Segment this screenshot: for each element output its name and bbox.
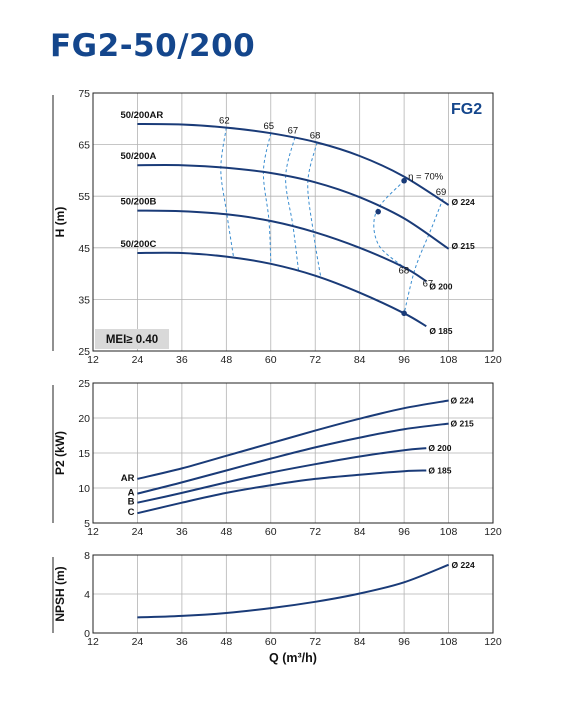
x-tick-label: 60 (265, 354, 277, 366)
head-curve (137, 122, 450, 206)
x-tick-label: 24 (132, 526, 144, 538)
series-label: A (128, 488, 135, 499)
x-tick-label: 108 (440, 636, 458, 648)
diameter-label: Ø 185 (428, 466, 451, 476)
x-tick-label: 96 (398, 526, 410, 538)
diameter-label: Ø 224 (452, 197, 475, 207)
x-tick-label: 72 (309, 526, 321, 538)
efficiency-label: 68 (399, 266, 410, 277)
y-tick-label: 75 (78, 88, 90, 100)
efficiency-label: 67 (288, 125, 299, 136)
efficiency-line (262, 133, 272, 264)
x-tick-label: 108 (440, 526, 458, 538)
x-tick-label: 24 (132, 636, 144, 648)
y-tick-label: 4 (84, 589, 90, 601)
x-tick-label: 48 (220, 636, 232, 648)
series-label: 50/200A (120, 151, 156, 162)
x-tick-label: 12 (87, 354, 99, 366)
efficiency-line (373, 180, 405, 268)
y-tick-label: 45 (78, 243, 90, 255)
efficiency-label: 62 (219, 116, 230, 127)
series-label: 50/200AR (120, 110, 163, 121)
diameter-label: Ø 200 (428, 443, 451, 453)
y-tick-label: 5 (84, 518, 90, 530)
y-tick-label: 35 (78, 294, 90, 306)
y-tick-label: 25 (78, 346, 90, 358)
x-tick-label: 84 (354, 354, 366, 366)
x-tick-label: 120 (484, 526, 502, 538)
series-label: C (128, 507, 135, 518)
series-badge: FG2 (451, 101, 482, 118)
x-tick-label: 96 (398, 354, 410, 366)
y-tick-label: 25 (78, 378, 90, 390)
power-curve (137, 422, 449, 495)
x-tick-label: 120 (484, 636, 502, 648)
diameter-label: Ø 200 (429, 281, 452, 291)
plot-frame (92, 554, 494, 634)
x-tick-label: 12 (87, 526, 99, 538)
x-tick-label: 72 (309, 636, 321, 648)
efficiency-line (285, 137, 300, 272)
diameter-label: Ø 215 (452, 241, 475, 251)
x-tick-label: 48 (220, 526, 232, 538)
y-tick-label: 65 (78, 140, 90, 152)
y-tick-label: 15 (78, 448, 90, 460)
bep-marker (401, 310, 407, 317)
x-tick-label: 36 (176, 526, 188, 538)
plot-frame (92, 92, 494, 352)
head-curve (137, 251, 427, 328)
y-tick-label: 20 (78, 413, 90, 425)
plot-frame (92, 382, 494, 524)
efficiency-label: 65 (263, 121, 274, 132)
efficiency-label: η = 70% (408, 172, 444, 183)
efficiency-line (307, 142, 322, 278)
x-tick-label: 12 (87, 636, 99, 648)
efficiency-label: 67 (423, 279, 434, 290)
x-tick-label: 36 (176, 354, 188, 366)
y-axis-label: P2 (kW) (53, 431, 67, 475)
page-title: FG2-50/200 (50, 28, 256, 64)
bep-marker (401, 177, 407, 184)
y-tick-label: 55 (78, 191, 90, 203)
series-label: B (128, 497, 135, 508)
power-curve (137, 447, 427, 504)
mei-badge: MEI≥ 0.40 (106, 334, 158, 346)
x-tick-label: 120 (484, 354, 502, 366)
efficiency-label: 69 (436, 187, 447, 198)
x-tick-label: 84 (354, 636, 366, 648)
y-axis-label: NPSH (m) (53, 566, 67, 621)
y-axis-label: H (m) (53, 207, 67, 238)
series-label: 50/200B (120, 197, 156, 208)
x-tick-label: 72 (309, 354, 321, 366)
x-tick-label: 60 (265, 636, 277, 648)
x-tick-label: 96 (398, 636, 410, 648)
y-tick-label: 8 (84, 550, 90, 562)
power-curve (137, 399, 449, 480)
diameter-label: Ø 185 (429, 326, 452, 336)
efficiency-line (403, 198, 444, 314)
x-tick-label: 108 (440, 354, 458, 366)
series-label: 50/200C (120, 239, 156, 250)
x-axis-label: Q (m³/h) (269, 651, 317, 665)
x-tick-label: 24 (132, 354, 144, 366)
power-curve (137, 469, 427, 515)
mei-badge-bg (95, 329, 169, 349)
x-tick-label: 60 (265, 526, 277, 538)
y-tick-label: 0 (84, 628, 90, 640)
x-tick-label: 36 (176, 636, 188, 648)
diameter-label: Ø 224 (451, 396, 474, 406)
efficiency-label: 68 (310, 131, 321, 142)
x-tick-label: 84 (354, 526, 366, 538)
head-curve (137, 164, 450, 250)
npsh-curve (137, 563, 449, 619)
diameter-label: Ø 215 (451, 419, 474, 429)
x-tick-label: 48 (220, 354, 232, 366)
diameter-label: Ø 224 (452, 560, 475, 570)
series-label: AR (121, 473, 135, 484)
efficiency-line (220, 127, 235, 259)
head-curve (137, 209, 427, 283)
bep-marker (375, 208, 381, 215)
y-tick-label: 10 (78, 483, 90, 495)
